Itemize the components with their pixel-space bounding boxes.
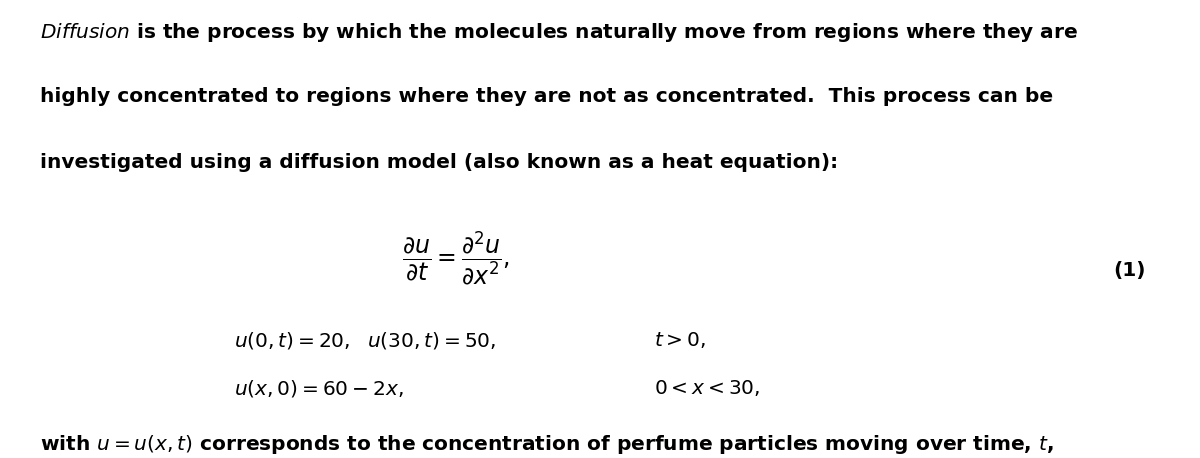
Text: highly concentrated to regions where they are not as concentrated.  This process: highly concentrated to regions where the… <box>40 87 1052 106</box>
Text: $\dfrac{\partial u}{\partial t} = \dfrac{\partial^2 u}{\partial x^2},$: $\dfrac{\partial u}{\partial t} = \dfrac… <box>402 229 510 287</box>
Text: $u(x, 0) = 60 - 2x,$: $u(x, 0) = 60 - 2x,$ <box>234 378 403 399</box>
Text: investigated using a diffusion model (also known as a heat equation):: investigated using a diffusion model (al… <box>40 153 838 172</box>
Text: $u(0, t) = 20,\ \ u(30, t) = 50,$: $u(0, t) = 20,\ \ u(30, t) = 50,$ <box>234 330 497 351</box>
Text: $0 < x < 30,$: $0 < x < 30,$ <box>654 378 761 398</box>
Text: with $u = u(x, t)$ corresponds to the concentration of perfume particles moving : with $u = u(x, t)$ corresponds to the co… <box>40 433 1054 456</box>
Text: $\mathit{Diffusion}$ is the process by which the molecules naturally move from r: $\mathit{Diffusion}$ is the process by w… <box>40 21 1078 44</box>
Text: $t > 0,$: $t > 0,$ <box>654 330 706 350</box>
Text: (1): (1) <box>1114 261 1146 280</box>
